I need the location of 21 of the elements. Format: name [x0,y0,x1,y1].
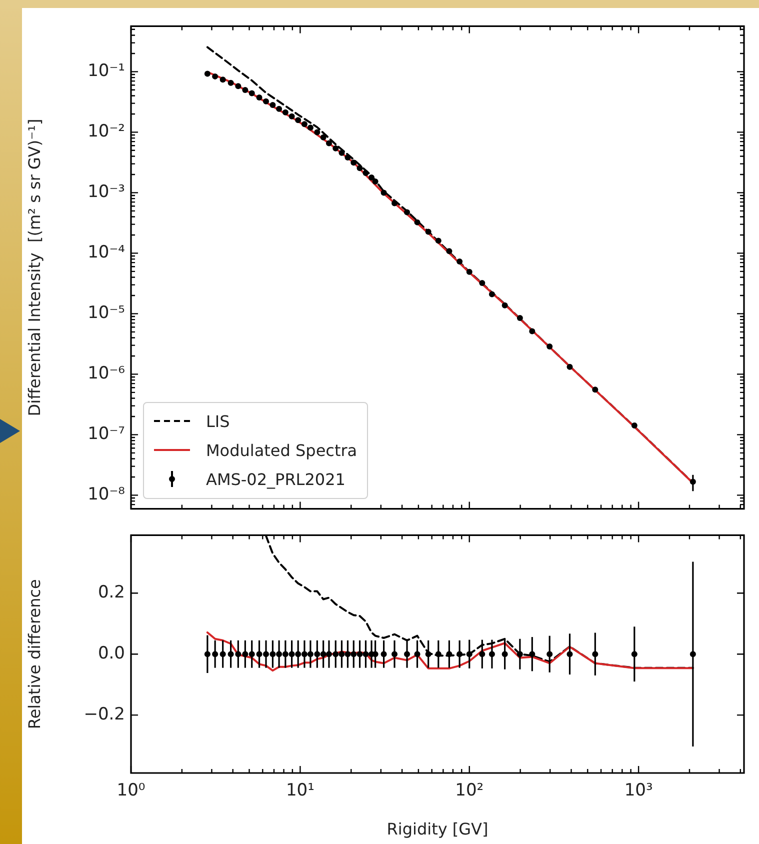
y-axis-title: Relative difference [24,579,44,730]
legend-label: LIS [206,412,230,431]
y-tick-label: −0.2 [84,704,125,724]
y-tick-label: 10⁻⁴ [88,242,126,263]
y-tick-label: 0.0 [98,644,125,664]
y-tick-label: 10⁻⁸ [88,484,126,505]
x-tick-label: 10¹ [286,780,314,801]
legend-label: AMS-02_PRL2021 [206,470,346,489]
x-tick-label: 10⁰ [116,780,146,801]
y-tick-label: 10⁻⁷ [88,424,126,444]
y-tick-label: 10⁻² [88,122,125,142]
x-axis-title: Rigidity [GV] [386,820,488,839]
y-tick-label: 0.2 [98,582,125,603]
y-tick-label: 10⁻¹ [88,61,125,82]
y-axis-title: Differential Intensity [(m² s sr GV)⁻¹] [24,118,44,416]
x-tick-label: 10² [455,780,484,801]
x-tick-label: 10³ [624,780,653,801]
y-tick-label: 10⁻⁶ [88,364,126,384]
y-tick-label: 10⁻³ [88,182,125,202]
legend-label: Modulated Spectra [206,440,358,460]
y-tick-label: 10⁻⁵ [88,303,125,324]
